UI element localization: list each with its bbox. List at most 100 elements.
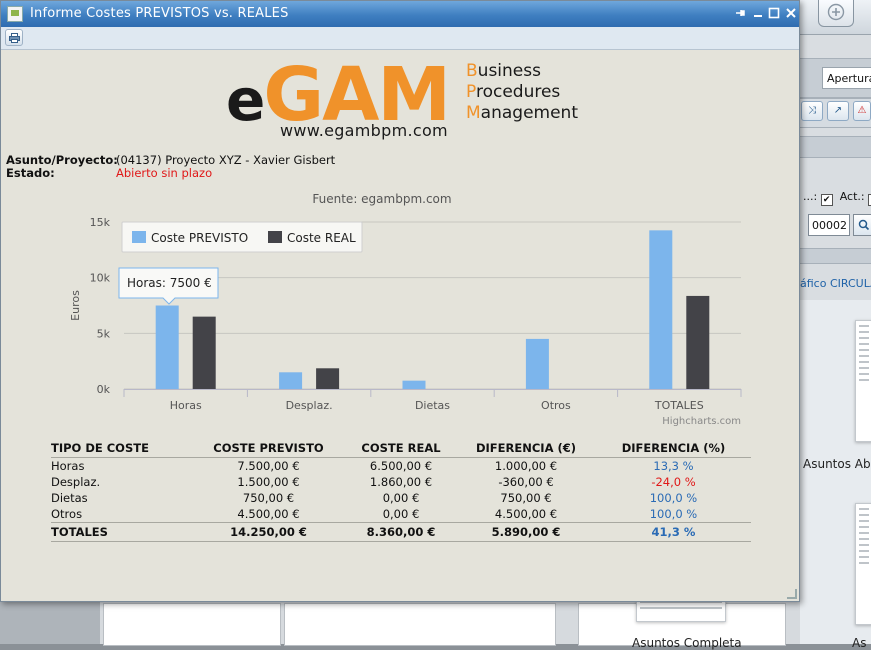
egam-logo: eGAM Business Procedures Management www.… (226, 58, 586, 144)
cell-tipo: Desplaz. (51, 475, 101, 489)
cell-total-diferencia-pct: 41,3 % (596, 522, 751, 542)
cell-real: 0,00 € (382, 491, 420, 505)
open-external-button[interactable]: ↗ (827, 101, 849, 121)
window-app-icon (7, 6, 23, 22)
print-icon (9, 33, 20, 43)
checkbox-checked[interactable]: ✔ (820, 194, 833, 206)
cell-previsto: 7.500,00 € (237, 459, 300, 473)
cell-total-real: 8.360,00 € (346, 522, 456, 542)
cell-real: 0,00 € (382, 507, 420, 521)
y-tick-label: 15k (90, 216, 111, 229)
table-totals-row: TOTALES 14.250,00 € 8.360,00 € 5.890,00 … (51, 522, 751, 542)
external-link-icon: ↗ (833, 105, 843, 116)
bar-coste-previsto (155, 305, 179, 389)
search-icon (858, 219, 870, 231)
add-button[interactable] (818, 0, 854, 27)
cell-diferencia-pct: 100,0 % (649, 507, 698, 521)
cost-table: TIPO DE COSTE COSTE PREVISTO COSTE REAL … (51, 438, 751, 542)
asuntos-completados-caption: Asuntos Completa (632, 636, 742, 650)
dialog-toolbar (1, 27, 799, 50)
apertura-field[interactable]: Apertura (822, 67, 871, 89)
bar-coste-real (192, 316, 216, 389)
bar-coste-real (316, 368, 340, 389)
bar-coste-previsto (279, 372, 303, 389)
table-row: Dietas 750,00 € 0,00 € 750,00 € 100,0 % (51, 490, 751, 506)
warning-button[interactable]: ⚠ (853, 101, 871, 121)
y-tick-label: 10k (90, 272, 111, 285)
header-diferencia: DIFERENCIA (€) (456, 438, 596, 458)
cell-real: 6.500,00 € (369, 459, 433, 473)
warning-icon: ⚠ (857, 105, 867, 116)
x-tick-label: TOTALES (654, 399, 704, 412)
act-label: Act.: (839, 190, 865, 203)
pin-button[interactable] (734, 7, 746, 20)
shuffle-icon: ⤨ (808, 105, 816, 116)
legend-box (121, 221, 363, 253)
estado-value: Abierto sin plazo (116, 166, 213, 180)
cell-previsto: 1.500,00 € (237, 475, 300, 489)
close-button[interactable] (785, 7, 797, 20)
chart-title: Fuente: egambpm.com (312, 192, 451, 206)
y-tick-label: 0k (97, 383, 111, 396)
cell-tipo: Dietas (51, 491, 88, 505)
maximize-button[interactable] (768, 7, 780, 20)
minimize-icon (754, 15, 762, 17)
search-button[interactable] (853, 214, 871, 236)
cell-diferencia: -360,00 € (498, 475, 554, 489)
header-tipo: TIPO DE COSTE (51, 438, 191, 458)
bar-coste-previsto (525, 338, 549, 389)
asuntos-caption: As (852, 636, 867, 650)
background-strip (800, 248, 871, 264)
cell-previsto: 750,00 € (242, 491, 295, 505)
cost-comparison-chart: Fuente: egambpm.com 0k 5k 10k 15k Euros Horas D… (69, 192, 742, 427)
report-content: eGAM Business Procedures Management www.… (1, 50, 799, 601)
legend-swatch (132, 231, 146, 243)
bar-coste-previsto (402, 380, 426, 389)
background-card (284, 603, 556, 646)
background-card (103, 603, 281, 646)
legend-label: Coste REAL (287, 231, 356, 245)
cell-diferencia: 1.000,00 € (494, 459, 558, 473)
dialog-titlebar[interactable]: Informe Costes PREVISTOS vs. REALES (1, 1, 799, 27)
shuffle-button[interactable]: ⤨ (801, 101, 823, 121)
bar-coste-previsto (649, 230, 673, 389)
cell-diferencia-pct: -24,0 % (651, 475, 696, 489)
x-tick-label: Desplaz. (286, 399, 333, 412)
background-strip (800, 136, 871, 158)
asunto-value: (04137) Proyecto XYZ - Xavier Gisbert (116, 153, 336, 167)
x-tick-label: Dietas (415, 399, 450, 412)
document-thumbnail[interactable] (855, 320, 871, 442)
close-icon (786, 8, 796, 18)
plus-circle-icon (827, 3, 845, 21)
resize-grip[interactable] (787, 589, 797, 599)
legend-label: Coste PREVISTO (151, 231, 248, 245)
chart-credits: Highcharts.com (662, 416, 741, 427)
header-diferencia-pct: DIFERENCIA (%) (596, 438, 751, 458)
cell-diferencia-pct: 100,0 % (649, 491, 698, 505)
asuntos-abiertos-caption: Asuntos Abie (803, 457, 871, 471)
estado-row: Estado: Abierto sin plazo (6, 166, 212, 180)
print-button[interactable] (5, 29, 23, 46)
cell-total-previsto: 14.250,00 € (191, 522, 346, 542)
y-tick-label: 5k (97, 327, 111, 340)
cell-total-diferencia: 5.890,00 € (456, 522, 596, 542)
table-row: Otros 4.500,00 € 0,00 € 4.500,00 € 100,0… (51, 506, 751, 523)
cell-diferencia: 4.500,00 € (494, 507, 558, 521)
tooltip-box (118, 267, 219, 305)
cell-tipo: Horas (51, 459, 85, 473)
grafico-circular-link[interactable]: áfico CIRCULA (800, 277, 871, 290)
code-input[interactable]: 00002 (808, 214, 850, 236)
apertura-label: Apertura (827, 72, 871, 85)
cell-diferencia-pct: 13,3 % (653, 459, 694, 473)
logo-url: www.egambpm.com (280, 121, 448, 140)
tooltip-text: Horas: 7500 € (127, 276, 212, 290)
asunto-label: Asunto/Proyecto: (6, 153, 118, 167)
table-row: Desplaz. 1.500,00 € 1.860,00 € -360,00 €… (51, 474, 751, 490)
minimize-button[interactable] (752, 7, 764, 20)
cell-previsto: 4.500,00 € (237, 507, 300, 521)
document-thumbnail[interactable] (855, 503, 871, 625)
legend-swatch (268, 231, 282, 243)
egam-wordmark: eGAM (226, 52, 451, 138)
x-tick-label: Otros (541, 399, 571, 412)
header-real: COSTE REAL (346, 438, 456, 458)
